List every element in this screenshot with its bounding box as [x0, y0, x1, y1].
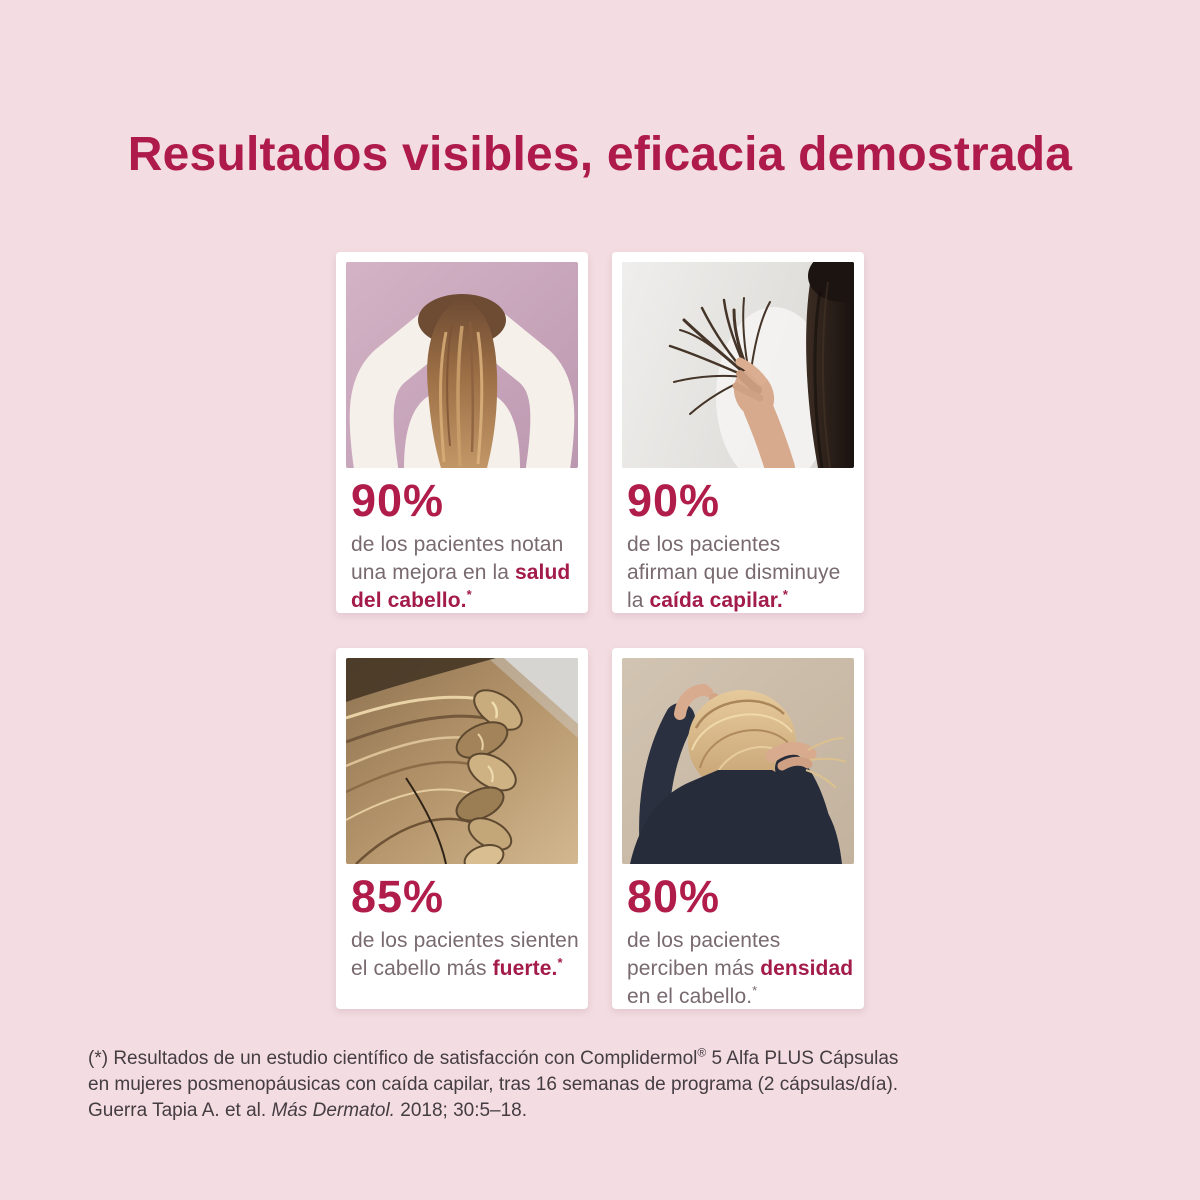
percent-value: 90% [627, 475, 721, 526]
percent-value: 90% [351, 475, 445, 526]
stat-card-hair-strength: 85% de los pacientes sienten el cabello … [336, 648, 588, 1009]
page-title: Resultados visibles, eficacia demostrada [127, 128, 1073, 181]
stat-description: de los pacientes afirman que disminuye l… [627, 533, 841, 613]
registered-trademark-symbol: ® [697, 1045, 707, 1060]
stat-description: de los pacientes sienten el cabello más … [351, 929, 579, 981]
footnote-line-2: en mujeres posmenopáusicas con caída cap… [88, 1074, 899, 1095]
blonde-woman-hands-in-updo-photo [622, 658, 854, 864]
journal-name: Más Dermatol. [271, 1100, 395, 1121]
study-footnote: (*) Resultados de un estudio científico … [88, 1046, 1138, 1124]
stat-card-hair-density: 80% de los pacientes perciben más densid… [612, 648, 864, 1009]
stat-card-hair-loss: 90% de los pacientes afirman que disminu… [612, 252, 864, 613]
woman-hands-in-long-brown-hair-photo [346, 262, 578, 468]
stat-description: de los pacientes notan una mejora en la … [351, 533, 571, 613]
percent-value: 85% [351, 871, 445, 922]
stat-card-body: 90% de los pacientes afirman que disminu… [622, 468, 854, 615]
stat-description: de los pacientes perciben más densidad e… [627, 929, 854, 1009]
hand-holding-damaged-hair-ends-photo [622, 262, 854, 468]
footnote-line-1: (*) Resultados de un estudio científico … [88, 1045, 899, 1069]
percent-value: 80% [627, 871, 721, 922]
stat-card-hair-health: 90% de los pacientes notan una mejora en… [336, 252, 588, 613]
stat-card-body: 90% de los pacientes notan una mejora en… [346, 468, 578, 615]
braided-blonde-hair-closeup-photo [346, 658, 578, 864]
stat-card-body: 80% de los pacientes perciben más densid… [622, 864, 854, 1011]
stat-card-body: 85% de los pacientes sienten el cabello … [346, 864, 579, 983]
stats-grid: 90% de los pacientes notan una mejora en… [336, 252, 864, 1009]
footnote-line-3: Guerra Tapia A. et al. Más Dermatol. 201… [88, 1100, 528, 1121]
